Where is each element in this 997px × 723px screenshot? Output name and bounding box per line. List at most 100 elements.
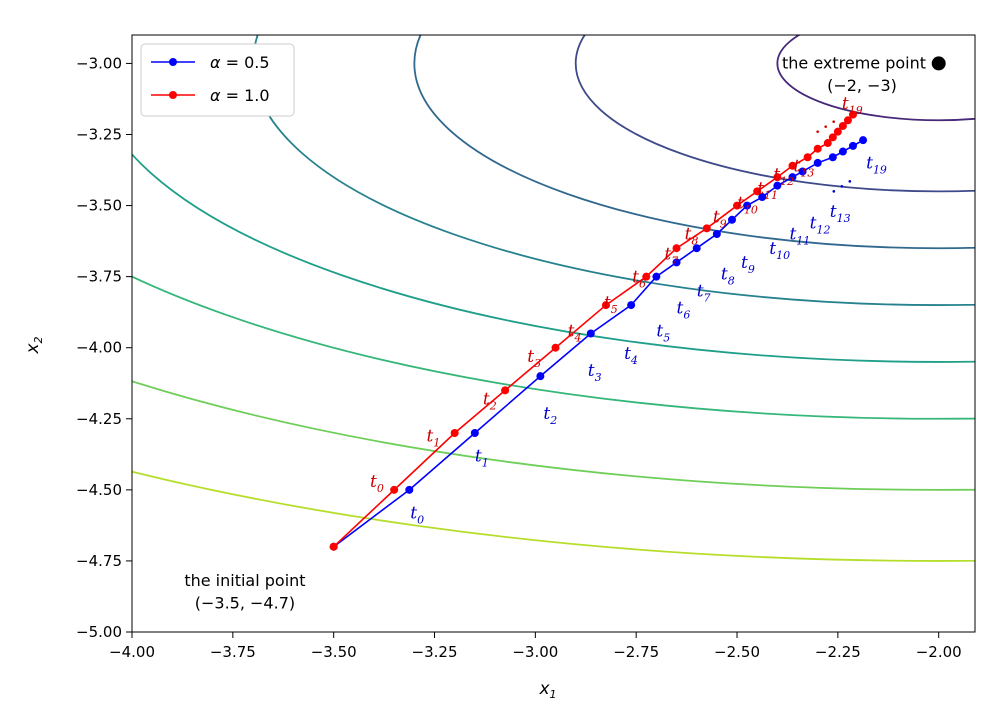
series-1-point-5 (601, 301, 610, 310)
legend-label-alpha-0-5: α = 0.5 (210, 53, 270, 72)
series-1-point-3 (501, 386, 510, 395)
blue-label-t0: t0 (410, 503, 424, 526)
blue-label-t1: t1 (475, 446, 489, 469)
red-label-t3: t3 (527, 347, 541, 370)
series-layer (329, 110, 868, 551)
series-1-point-17 (833, 127, 842, 136)
series-0-point-16 (813, 158, 822, 167)
series-1-point-19 (843, 116, 852, 125)
red-label-t2: t2 (483, 390, 497, 413)
series-1-point-9 (733, 201, 742, 210)
contour-level-3 (413, 35, 975, 250)
series-0-point-12 (758, 193, 767, 202)
series-0-point-13 (773, 181, 782, 190)
series-1-point-1 (390, 485, 399, 494)
series-1-point-15 (823, 139, 832, 148)
y-axis-label: x2 (23, 336, 45, 354)
blue-label-t12: t12 (810, 213, 831, 236)
extreme-point-marker (931, 56, 946, 71)
y-tick-label-5: −4.25 (76, 410, 122, 428)
initial-point-coords: (−3.5, −4.7) (195, 594, 295, 613)
extreme-point-coords: (−2, −3) (827, 76, 897, 95)
blue-label-t4: t4 (624, 344, 638, 367)
series-1-point-14 (813, 144, 822, 153)
series-0-point-3 (536, 372, 545, 381)
series-1-point-13 (803, 153, 812, 162)
x-axis-label: x1 (538, 679, 556, 701)
red-label-t9: t9 (713, 208, 727, 231)
y-tick-label-2: −3.50 (76, 197, 122, 215)
plot-frame (131, 34, 976, 633)
contour-level-5 (132, 152, 975, 363)
series-0-point-7 (672, 258, 681, 267)
series-1-point-16 (828, 133, 837, 142)
contour-level-8 (132, 470, 975, 562)
contour-level-6 (132, 275, 975, 420)
series-1-point-11 (773, 173, 782, 182)
series-1-point-8 (702, 224, 711, 233)
blue-label-t10: t10 (769, 239, 790, 262)
series-0-point-4 (586, 329, 595, 338)
y-tick-label-7: −4.75 (76, 552, 122, 570)
red-label-t11: t11 (757, 179, 778, 202)
annotations: the extreme point (−2, −3) the initial poi… (184, 53, 946, 613)
blue-label-t5: t5 (656, 321, 670, 344)
legend-marker-alpha-0-5 (169, 58, 177, 66)
x-tick-label-2: −3.50 (311, 643, 357, 661)
series-0-point-17 (828, 153, 837, 162)
series-1-point-4 (551, 343, 560, 352)
step-labels: t0t1t2t3t4t5t6t7t8t9t10t11t12t13t19t0t1t… (370, 94, 887, 526)
red-ellipsis-dot-2 (832, 120, 835, 123)
blue-label-t9: t9 (741, 253, 755, 276)
series-1-point-6 (642, 272, 651, 281)
blue-ellipsis-dot-2 (848, 180, 852, 183)
red-label-t12: t12 (773, 165, 794, 188)
y-tick-label-3: −3.75 (76, 268, 122, 286)
red-ellipsis-dot-0 (816, 130, 819, 133)
x-tick-label-7: −2.25 (815, 643, 861, 661)
series-0-point-18 (838, 147, 847, 156)
legend-label-alpha-1-0: α = 1.0 (210, 86, 270, 105)
y-tick-label-1: −3.25 (76, 126, 122, 144)
series-1-point-7 (672, 244, 681, 253)
red-label-t5: t5 (604, 293, 618, 316)
red-label-t1: t1 (426, 427, 440, 450)
red-label-t4: t4 (568, 321, 582, 344)
series-1-point-12 (788, 161, 797, 170)
series-0-point-15 (798, 167, 807, 176)
blue-label-t2: t2 (543, 404, 557, 427)
blue-label-t7: t7 (697, 282, 711, 305)
red-label-t19: t19 (842, 94, 863, 117)
blue-label-t19: t19 (866, 154, 887, 177)
series-0-point-9 (712, 230, 721, 238)
initial-point-label: the initial point (184, 571, 305, 590)
blue-label-t3: t3 (588, 361, 602, 384)
series-1-point-20 (848, 110, 857, 119)
series-1-point-2 (450, 429, 459, 437)
x-tick-label-4: −3.00 (512, 643, 558, 661)
x-tick-label-8: −2.00 (916, 643, 962, 661)
x-tick-label-3: −3.25 (412, 643, 458, 661)
y-axis-ticks: −3.00 −3.25 −3.50 −3.75 −4.00 −4.25 −4.50 −4.75… (76, 54, 132, 641)
red-label-t10: t10 (737, 193, 758, 216)
x-tick-label-1: −3.75 (210, 643, 256, 661)
series-0-point-19 (848, 141, 857, 150)
series-0-point-20 (859, 136, 868, 145)
series-0-point-14 (788, 173, 797, 182)
red-label-t13: t13 (793, 156, 814, 179)
blue-label-t13: t13 (830, 202, 851, 225)
red-label-t7: t7 (664, 245, 678, 268)
series-0-point-6 (652, 272, 661, 281)
series-0-point-2 (470, 429, 479, 437)
series-1-point-18 (838, 121, 847, 130)
series-1-point-0 (329, 542, 338, 551)
y-tick-label-4: −4.00 (76, 339, 122, 357)
blue-ellipsis-dot-1 (840, 185, 844, 188)
red-ellipsis-dot-1 (824, 125, 827, 128)
x-tick-label-6: −2.50 (714, 643, 760, 661)
contour-level-7 (132, 380, 975, 491)
blue-label-t6: t6 (677, 299, 691, 322)
series-0-point-5 (627, 301, 636, 310)
series-1-point-10 (753, 187, 762, 196)
contour-level-2 (574, 35, 975, 193)
